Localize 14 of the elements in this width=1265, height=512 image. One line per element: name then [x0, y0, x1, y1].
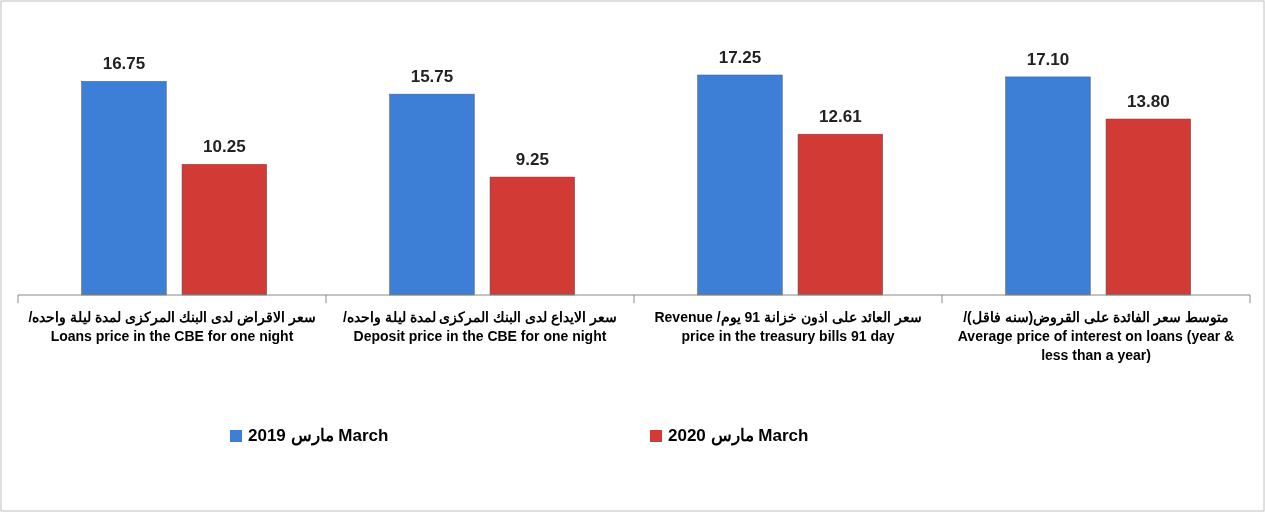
data-label: 17.25	[718, 48, 762, 67]
legend-label: مارس 2020 March	[668, 425, 809, 446]
data-label: 9.25	[515, 150, 549, 170]
data-label: 17.10	[1026, 49, 1070, 69]
data-label: 15.75	[410, 67, 454, 87]
data-label: 13.80	[1127, 92, 1170, 111]
x-tick-label: سعر الاقراض لدى البنك المركزى لمدة ليلة واحده/ Loans price in the CBE for one night	[27, 308, 317, 346]
x-tick-label: سعر العائد على اذون خزانة 91 يوم/ Revenue price in the treasury bills 91 day	[653, 308, 923, 346]
data-label: 16.75	[102, 54, 146, 74]
data-label: 12.61	[819, 107, 862, 127]
legend-label: مارس 2019 March	[248, 425, 389, 446]
x-tick-label: سعر الايداع لدى البنك المركزى لمدة ليلة واحده/ Deposit price in the CBE for one night	[341, 308, 619, 346]
data-label: 10.25	[203, 137, 246, 157]
x-tick-label: متوسط سعر الفائدة على القروض(سنه فاقل)/ Average price of interest on loans (year & less than a year)	[956, 308, 1236, 365]
